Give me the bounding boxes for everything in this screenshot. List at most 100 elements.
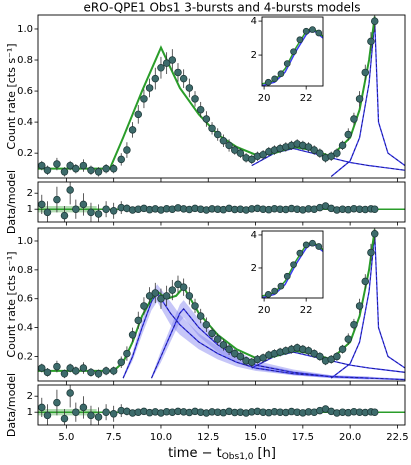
- data-point: [134, 316, 143, 325]
- data-point: [338, 141, 347, 150]
- data-point: [344, 130, 352, 139]
- data-point: [43, 166, 52, 174]
- panel: 1 2 Data/model: [5, 170, 406, 234]
- data-point: [43, 411, 52, 420]
- data-point: [66, 161, 74, 170]
- data-point: [66, 389, 74, 397]
- data-point: [271, 287, 278, 295]
- y-tick-label: 0.4: [17, 117, 33, 128]
- panel-frame: [37, 384, 406, 426]
- data-point: [283, 272, 291, 280]
- data-point: [168, 286, 177, 294]
- x-label-unit: [h]: [258, 446, 276, 461]
- panel-frame: [261, 230, 324, 299]
- y-tick-label: 2: [251, 263, 257, 274]
- data-point: [87, 411, 95, 420]
- data-point: [309, 26, 316, 33]
- data-point: [109, 164, 118, 173]
- data-point: [38, 200, 46, 209]
- panel: 2 4 20 22: [251, 230, 324, 316]
- data-point: [60, 414, 69, 423]
- data-point: [87, 368, 95, 377]
- plot-area: [38, 385, 405, 425]
- data-point: [109, 410, 118, 418]
- data-point: [60, 168, 69, 176]
- data-point: [87, 208, 95, 217]
- data-point: [151, 289, 160, 297]
- data-point: [327, 152, 335, 161]
- data-point: [361, 277, 370, 286]
- data-point: [370, 205, 379, 213]
- data-point: [296, 36, 304, 44]
- data-point: [94, 370, 103, 378]
- data-point: [79, 161, 88, 170]
- data-point: [271, 75, 278, 83]
- data-point: [117, 155, 125, 164]
- data-point: [123, 146, 131, 154]
- data-point: [72, 164, 80, 173]
- data-point: [79, 403, 88, 412]
- data-point: [79, 200, 88, 209]
- panel: 1 2 5.0 7.5 10.0 12.5 15.0 17.5 20.0 22.5 Data/mod…: [5, 373, 409, 443]
- data-point: [355, 95, 364, 103]
- chart-title: eRO-QPE1 Obs1 3-bursts and 4-bursts mode…: [83, 1, 360, 15]
- data-point: [370, 17, 379, 25]
- data-point: [213, 130, 222, 139]
- data-point: [140, 95, 148, 103]
- data-point: [102, 164, 110, 173]
- x-tick-label: 20: [258, 305, 271, 316]
- data-point: [213, 335, 222, 343]
- x-tick-label: 22: [300, 93, 313, 104]
- data-point: [361, 68, 370, 77]
- panel-frame: [37, 227, 406, 382]
- data-point: [162, 292, 171, 300]
- data-point: [53, 195, 61, 204]
- data-point: [134, 110, 143, 119]
- x-tick-label: 22.5: [386, 432, 408, 443]
- data-point: [185, 84, 194, 92]
- data-point: [333, 352, 341, 361]
- model-line-dashed: [330, 233, 405, 379]
- data-point: [179, 283, 188, 291]
- x-tick-label: 5.0: [58, 432, 74, 443]
- model-line-dashed: [330, 21, 405, 177]
- x-tick-label: 15.0: [244, 432, 266, 443]
- data-point: [302, 241, 310, 249]
- data-point: [72, 408, 80, 416]
- data-point: [72, 205, 80, 213]
- data-point: [208, 124, 216, 133]
- y-tick-label: 0.8: [17, 55, 33, 66]
- data-point: [333, 149, 341, 157]
- data-point: [38, 161, 46, 170]
- y-tick-label: 2: [27, 188, 33, 199]
- data-point: [43, 368, 52, 377]
- data-point: [53, 362, 61, 371]
- data-point: [350, 320, 358, 329]
- data-point: [60, 211, 69, 220]
- data-point: [79, 364, 88, 372]
- y-axis-label: Data/model: [5, 170, 18, 234]
- x-tick-label: 22: [300, 305, 313, 316]
- data-point: [283, 60, 291, 67]
- plot-area: [38, 15, 405, 177]
- data-point: [179, 74, 188, 83]
- data-point: [66, 186, 74, 194]
- data-point: [191, 302, 199, 310]
- panel-frame: [37, 14, 406, 179]
- data-point: [225, 345, 233, 353]
- y-tick-label: 2: [251, 50, 257, 61]
- data-point: [208, 329, 216, 338]
- data-point: [355, 302, 364, 310]
- data-point: [202, 115, 211, 123]
- y-tick-label: 2: [27, 391, 33, 402]
- y-tick-label: 1.0: [17, 24, 33, 35]
- data-point: [202, 320, 211, 329]
- data-point: [277, 70, 285, 78]
- data-point: [350, 115, 358, 123]
- data-point: [316, 352, 324, 361]
- data-point: [128, 331, 137, 339]
- panel-background: [38, 182, 405, 222]
- y-tick-label: 4: [251, 16, 257, 27]
- data-point: [123, 349, 131, 358]
- data-point: [60, 370, 69, 378]
